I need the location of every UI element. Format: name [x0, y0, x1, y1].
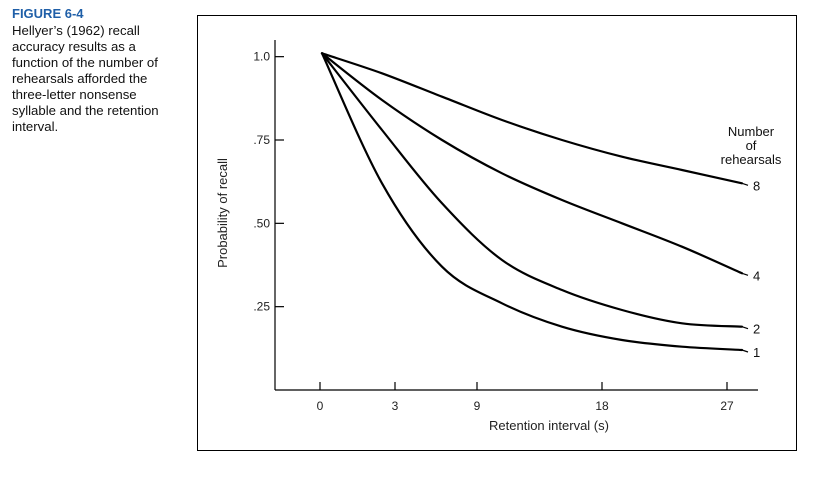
figure-caption-text: Hellyer’s (1962) recall accuracy results…: [12, 23, 159, 134]
y-ticks: 1.0 .75 .50 .25: [253, 50, 284, 314]
x-tick-label: 0: [317, 399, 324, 413]
legend-title-line-1: Number: [728, 124, 775, 139]
x-ticks: 0 3 9 18 27: [317, 382, 734, 413]
y-tick-label: .50: [253, 216, 270, 230]
legend: Number of rehearsals 8 4 2 1: [721, 124, 782, 360]
x-tick-label: 27: [720, 399, 734, 413]
series-leader-2: [741, 326, 749, 330]
y-axis-title: Probability of recall: [215, 158, 230, 268]
series-line-8: [320, 52, 744, 185]
series-line-1: [320, 52, 744, 352]
chart-axes: [274, 40, 758, 391]
legend-title-line-2: of: [746, 138, 757, 153]
y-tick-label: .75: [253, 133, 270, 147]
series-label-4: 4: [753, 268, 760, 283]
figure-label: FIGURE 6-4: [12, 6, 84, 21]
series-label-1: 1: [753, 345, 760, 360]
series-label-8: 8: [753, 178, 760, 193]
series-leader-1: [741, 349, 749, 353]
y-tick-label: .25: [253, 300, 270, 314]
series-label-2: 2: [753, 322, 760, 337]
x-tick-label: 3: [392, 399, 399, 413]
series-leader-8: [741, 182, 749, 186]
series-leader-4: [741, 272, 749, 276]
series-line-4: [320, 52, 744, 275]
series-lines: [320, 52, 744, 352]
y-tick-label: 1.0: [253, 50, 270, 64]
x-axis-title: Retention interval (s): [489, 418, 609, 433]
figure-caption: FIGURE 6-4 Hellyer’s (1962) recall accur…: [12, 6, 162, 135]
series-line-2: [320, 52, 744, 328]
legend-title-line-3: rehearsals: [721, 152, 782, 167]
x-tick-label: 9: [474, 399, 481, 413]
x-tick-label: 18: [595, 399, 609, 413]
figure-frame: [197, 15, 797, 451]
